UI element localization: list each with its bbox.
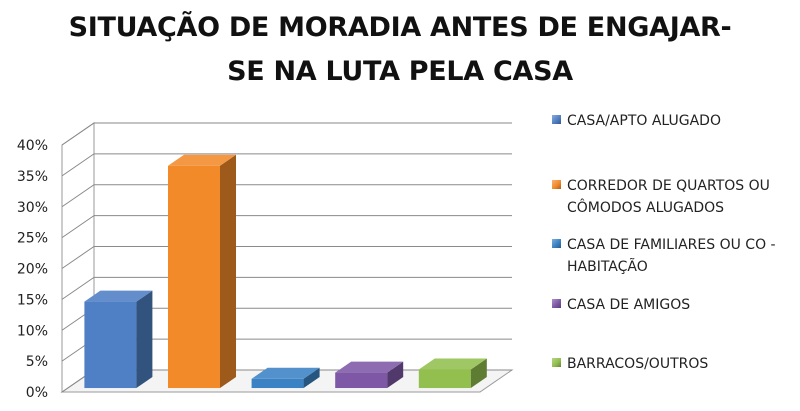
legend-swatch (552, 180, 561, 189)
bar-2-side (220, 154, 236, 389)
chart-title-line-1: SITUAÇÃO DE MORADIA ANTES DE ENGAJAR- (68, 12, 732, 43)
bar-4-top (335, 361, 404, 373)
bar-5 (418, 369, 471, 389)
chart-title-line-2: SE NA LUTA PELA CASA (227, 56, 573, 87)
y-tick-label: 25% (17, 231, 48, 247)
legend-swatch (552, 299, 561, 308)
y-tick-label: 0% (26, 385, 48, 401)
bar-5-top (418, 358, 487, 370)
chart-title: SITUAÇÃO DE MORADIA ANTES DE ENGAJAR- SE… (0, 6, 800, 94)
bar-4 (335, 372, 388, 389)
legend-label: CASA DE FAMILIARES OU CO - HABITAÇÃO (567, 237, 776, 275)
legend-label: CASA/APTO ALUGADO (567, 113, 721, 129)
gridline (61, 215, 512, 239)
legend-swatch (552, 239, 561, 248)
legend-label: CORREDOR DE QUARTOS OU CÔMODOS ALUGADOS (567, 178, 770, 216)
gridline (61, 246, 512, 269)
gridline (61, 153, 512, 177)
legend-swatch (552, 115, 561, 124)
bar-5-side (470, 358, 487, 389)
bar-3-top (251, 367, 320, 379)
gridline (61, 276, 512, 300)
legend-label: CASA DE AMIGOS (567, 297, 691, 313)
bar-2 (168, 165, 220, 389)
gridline (61, 184, 512, 208)
y-tick-label: 15% (17, 292, 48, 308)
y-tick-label: 40% (17, 138, 48, 154)
y-tick-label: 30% (17, 200, 48, 216)
y-tick-label: 20% (17, 262, 48, 278)
gridline (61, 122, 512, 146)
y-tick-label: 10% (17, 323, 48, 339)
bar-3-side (303, 367, 320, 389)
bar-4-side (387, 361, 404, 389)
bar-1-side (136, 290, 153, 389)
bar-1-top (84, 290, 153, 302)
bar-2-top (168, 154, 236, 166)
bar-3 (251, 378, 304, 389)
bar-1 (84, 301, 137, 389)
y-tick-label: 35% (17, 169, 48, 185)
legend-label: BARRACOS/OUTROS (567, 356, 709, 372)
legend-swatch (552, 358, 561, 367)
y-tick-label: 5% (26, 354, 48, 370)
